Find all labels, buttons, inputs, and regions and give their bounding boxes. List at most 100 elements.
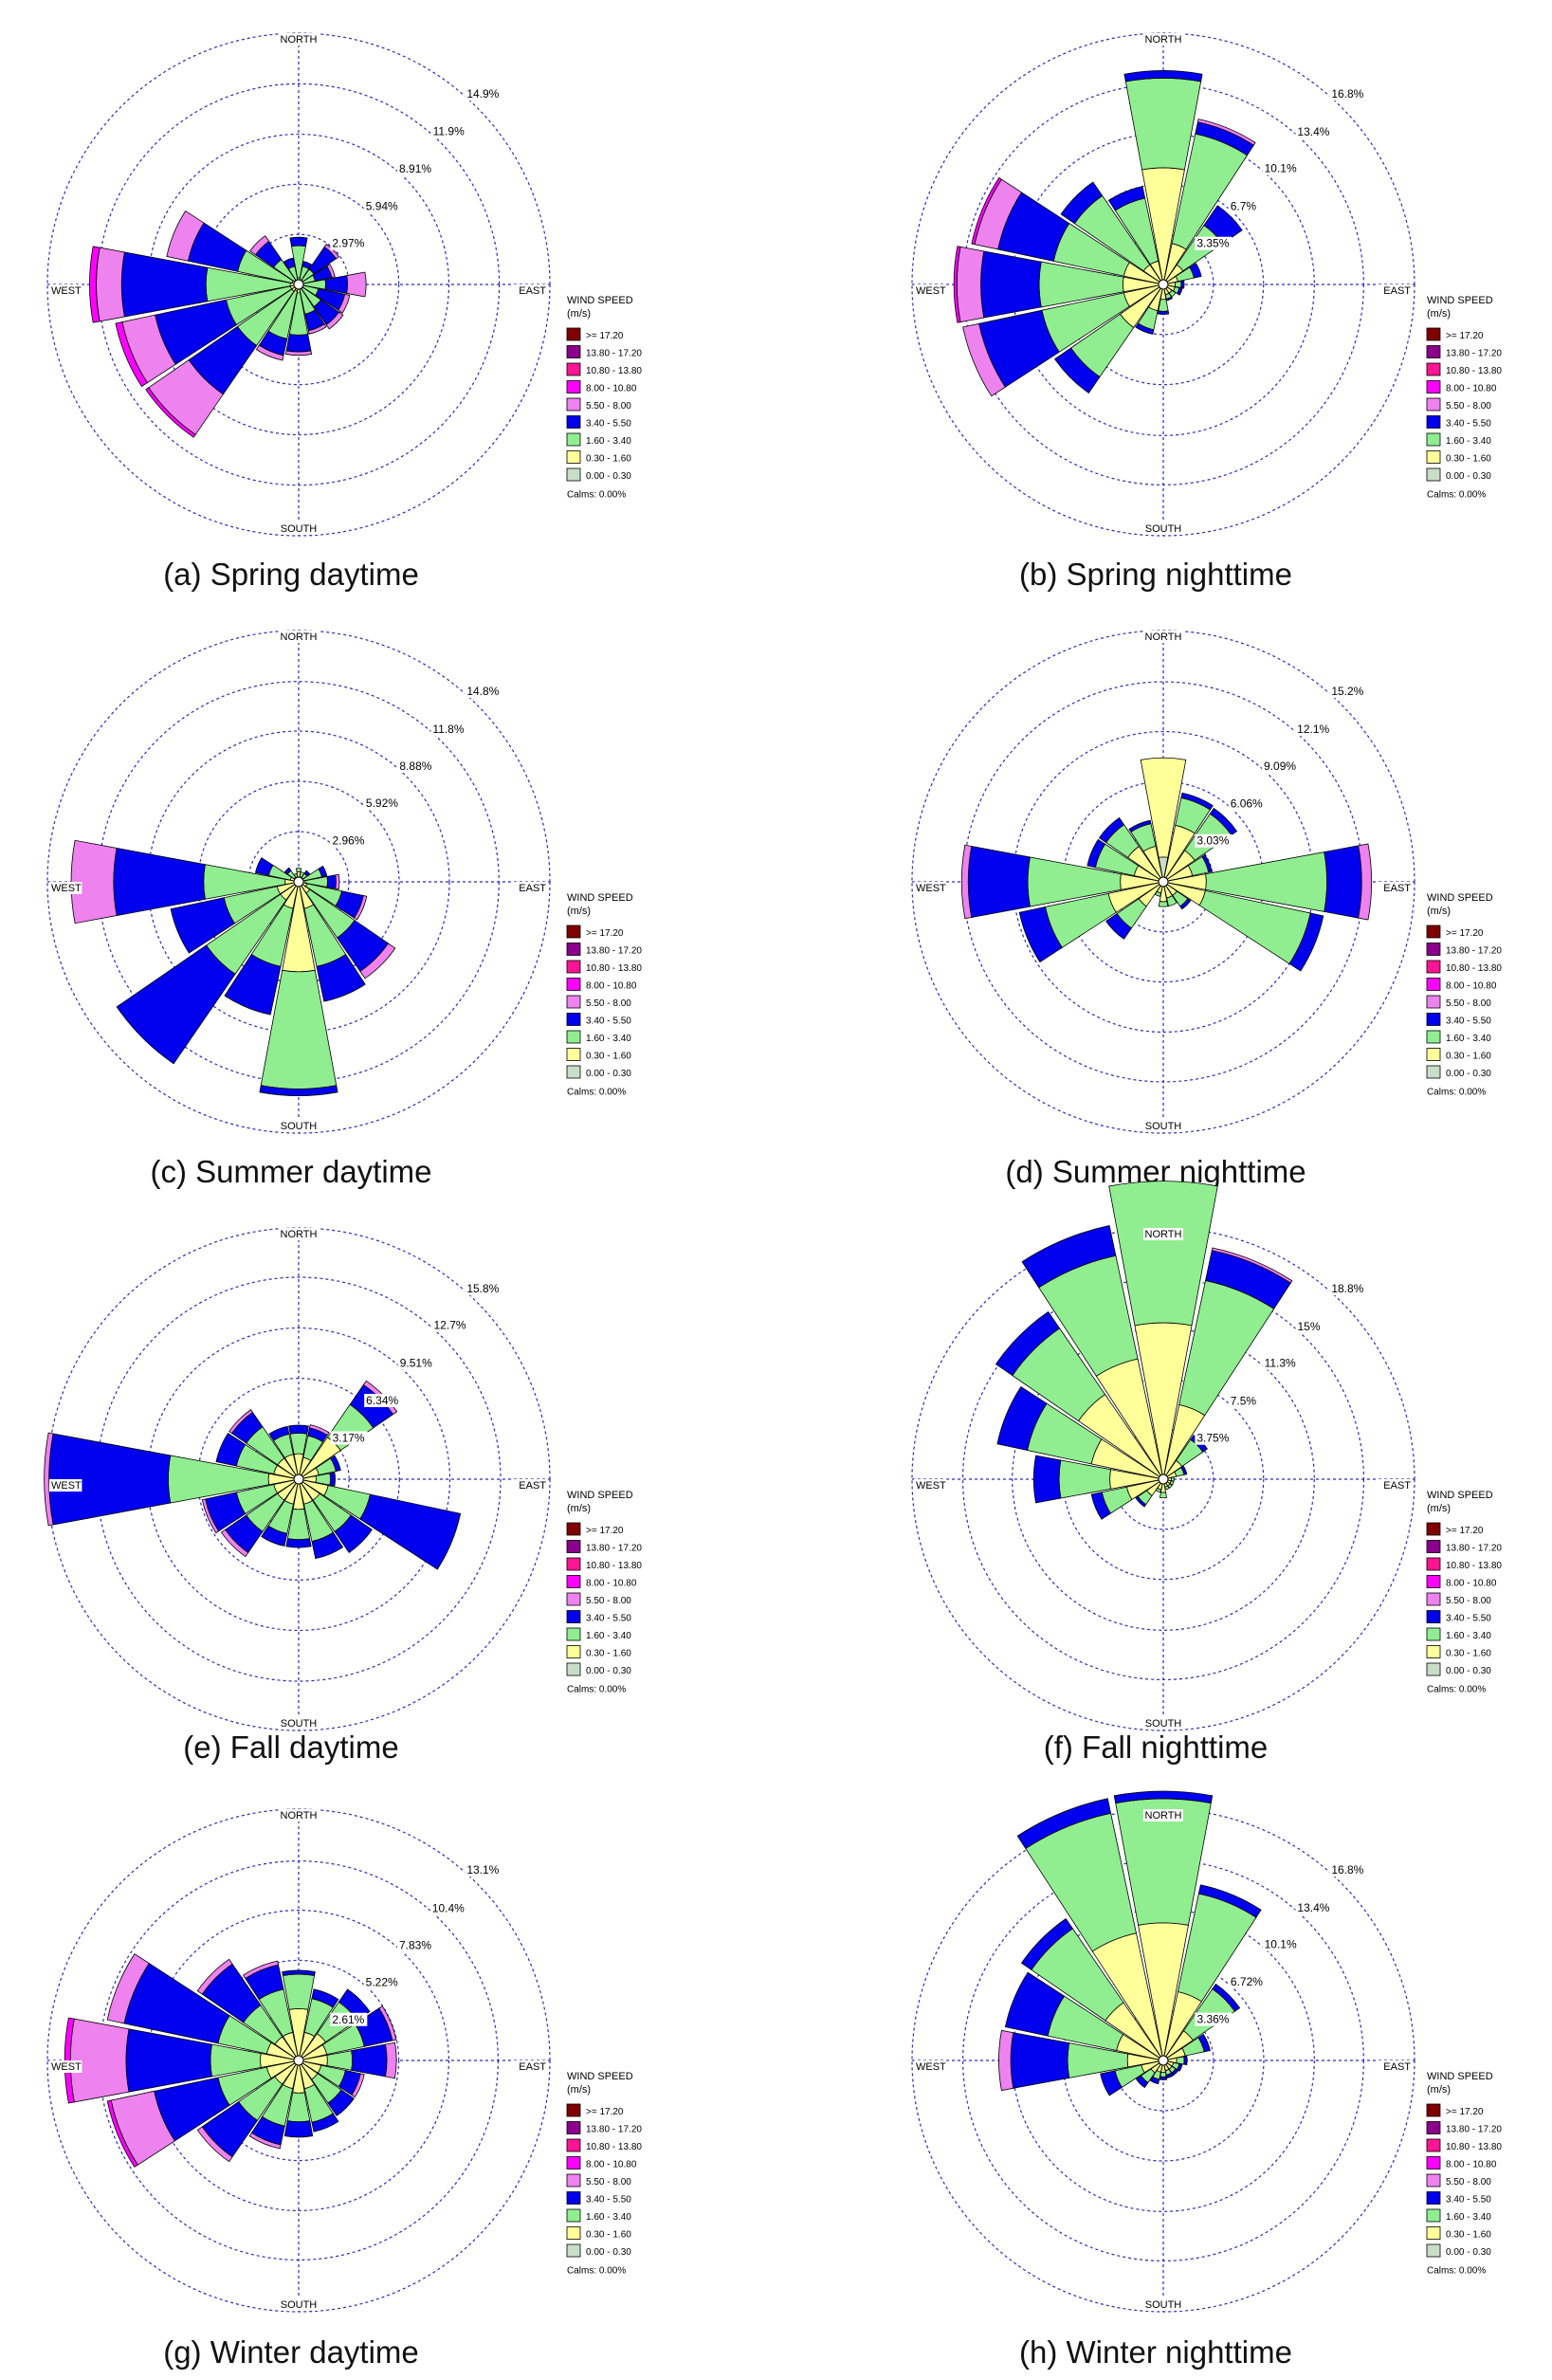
legend-label-0: 0.00 - 0.30 — [586, 1666, 631, 1676]
ring-label-bg — [330, 236, 368, 250]
sector-group — [89, 210, 367, 438]
legend-label-2: 1.60 - 3.40 — [1446, 1631, 1491, 1641]
sector-4-bin-2 — [1176, 2056, 1185, 2065]
center-marker — [293, 279, 304, 290]
south-label-bg — [1143, 522, 1183, 535]
sector-4-bin-3 — [326, 874, 337, 889]
ring-label-5: 16.8% — [1331, 1863, 1363, 1877]
north-label-bg — [1143, 33, 1183, 46]
legend-label-4: 5.50 - 8.00 — [1446, 401, 1491, 412]
ring-label-bg — [397, 759, 435, 773]
legend-swatch-7 — [1426, 2121, 1441, 2134]
sector-4-bin-3 — [351, 2043, 388, 2078]
ring-label-2: 5.92% — [366, 796, 398, 810]
sector-group — [44, 1380, 462, 1570]
legend-label-7: 13.80 - 17.20 — [586, 1544, 642, 1554]
legend-unit: (m/s) — [567, 308, 591, 320]
north-label: NORTH — [281, 632, 318, 643]
west-label: WEST — [51, 2061, 82, 2073]
legend-swatch-8 — [566, 2103, 581, 2117]
north-label: NORTH — [1145, 632, 1182, 643]
east-label: EAST — [519, 2061, 546, 2073]
east-label: EAST — [519, 285, 546, 297]
sector-1-bin-3 — [1180, 792, 1214, 811]
legend-swatch-1 — [1426, 1048, 1441, 1061]
south-label-bg — [279, 522, 319, 535]
legend-swatch-5 — [1426, 1575, 1441, 1588]
sector-9-bin-4 — [255, 344, 284, 361]
legend-label-3: 3.40 - 5.50 — [1446, 419, 1491, 430]
sector-1-bin-4 — [1211, 1247, 1293, 1284]
sector-12-bin-3 — [1032, 1455, 1062, 1504]
legend-swatch-1 — [566, 1645, 581, 1658]
legend-label-5: 8.00 - 10.80 — [1446, 2160, 1497, 2170]
legend: WIND SPEED (m/s) >= 17.20 13.80 - 17.20 10.8… — [1426, 892, 1502, 1098]
legend-swatch-6 — [566, 1557, 581, 1571]
panel-caption: (g) Winter daytime — [163, 2334, 419, 2370]
sector-4-bin-3 — [329, 1472, 336, 1487]
legend-calms: Calms: 0.00% — [1427, 1685, 1486, 1695]
south-label: SOUTH — [281, 1121, 318, 1132]
legend-swatch-2 — [566, 1627, 581, 1641]
legend-label-2: 1.60 - 3.40 — [1446, 1034, 1491, 1044]
legend-label-8: >= 17.20 — [586, 928, 624, 939]
sector-0-bin-1 — [1140, 757, 1187, 858]
legend-swatch-4 — [566, 397, 581, 412]
sector-4-bin-3 — [1324, 845, 1362, 919]
legend-swatch-8 — [1426, 327, 1441, 341]
sector-8-bin-3 — [285, 1538, 312, 1548]
sector-7-bin-3 — [311, 1531, 344, 1560]
legend-swatch-0 — [566, 1065, 581, 1079]
sector-7-bin-3 — [311, 2113, 339, 2133]
ring-label-1: 3.35% — [1196, 237, 1229, 250]
legend-label-3: 3.40 - 5.50 — [586, 1016, 631, 1027]
ring-label-bg — [465, 685, 502, 699]
legend-label-7: 13.80 - 17.20 — [586, 2125, 642, 2135]
ring-label-bg — [1295, 723, 1333, 737]
ring-label-bg — [1195, 1431, 1232, 1445]
panel-caption: (e) Fall daytime — [183, 1730, 398, 1765]
ring-label-bg — [363, 199, 401, 213]
south-label: SOUTH — [281, 1718, 318, 1730]
sector-10-bin-3 — [1135, 1495, 1147, 1508]
sector-1-bin-4 — [309, 1424, 330, 1437]
sector-15-bin-3 — [283, 257, 296, 270]
sector-12-bin-4 — [960, 844, 973, 920]
legend-label-5: 8.00 - 10.80 — [586, 384, 637, 394]
legend-label-6: 10.80 - 13.80 — [586, 1561, 642, 1571]
legend-swatch-8 — [1426, 925, 1441, 939]
ring-label-1: 2.96% — [332, 834, 364, 848]
sector-1-bin-3 — [301, 261, 313, 270]
legend-title: WIND SPEED — [1427, 295, 1493, 306]
legend-label-7: 13.80 - 17.20 — [1446, 946, 1502, 957]
legend-label-1: 0.30 - 1.60 — [586, 454, 631, 465]
legend-title: WIND SPEED — [1427, 2071, 1493, 2082]
legend-swatch-5 — [1426, 380, 1441, 394]
sector-9-bin-4 — [248, 2132, 282, 2150]
sector-group — [64, 1953, 397, 2168]
sector-8-bin-3 — [283, 2120, 314, 2138]
ring-label-3: 9.09% — [1264, 760, 1296, 773]
sector-5-bin-3 — [1288, 912, 1324, 972]
legend-title: WIND SPEED — [1427, 1490, 1493, 1501]
sector-11-bin-3 — [1090, 1492, 1111, 1520]
legend-swatch-4 — [566, 1592, 581, 1606]
sector-8-bin-2 — [1158, 901, 1169, 907]
sector-13-bin-4 — [106, 1953, 150, 2024]
legend-label-2: 1.60 - 3.40 — [1446, 436, 1491, 447]
north-label: NORTH — [281, 1229, 318, 1240]
east-label-bg — [513, 1479, 546, 1492]
east-label-bg — [1378, 2060, 1411, 2073]
sector-8-bin-2 — [1159, 2071, 1167, 2078]
ring-label-4: 10.4% — [432, 1902, 465, 1915]
legend-unit: (m/s) — [1427, 1503, 1451, 1514]
legend-swatch-7 — [566, 345, 581, 358]
wind-rose-panel-5: 3.17% 6.34% 9.51% 12.7% 15.8% NORTH SOUTH EAST W… — [44, 1227, 642, 1765]
legend-label-4: 5.50 - 8.00 — [586, 998, 631, 1009]
legend-label-2: 1.60 - 3.40 — [586, 1631, 631, 1641]
ring-label-2: 6.72% — [1231, 1975, 1263, 1988]
ring-label-bg — [364, 1393, 402, 1407]
legend-label-1: 0.30 - 1.60 — [586, 1649, 631, 1659]
east-label: EAST — [1383, 883, 1411, 894]
panel-caption: (f) Fall nighttime — [1044, 1730, 1269, 1765]
